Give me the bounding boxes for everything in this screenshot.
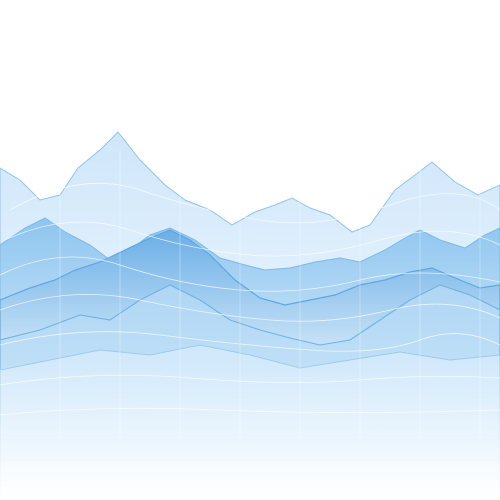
fog-fade xyxy=(0,360,500,500)
